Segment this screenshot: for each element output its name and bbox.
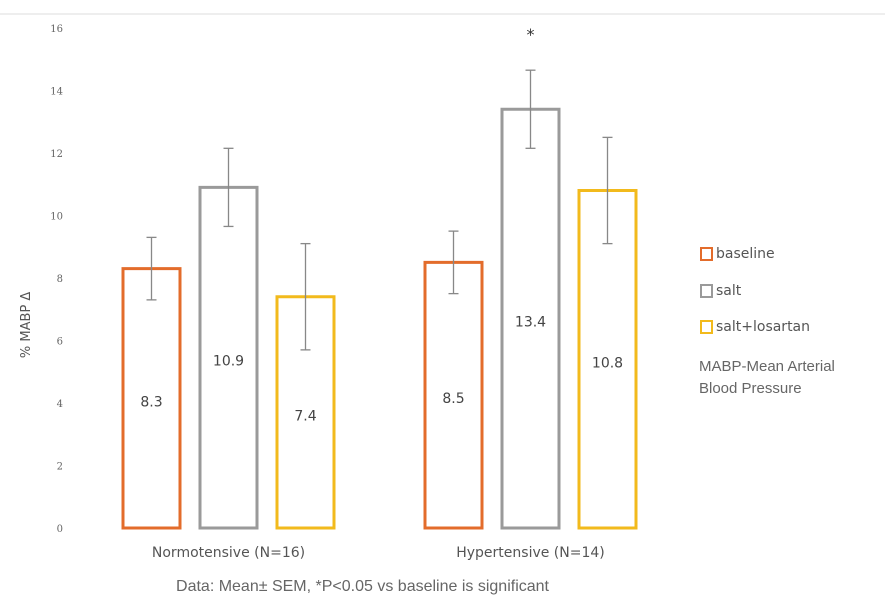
- legend-item-salt: salt: [700, 282, 810, 300]
- data-label: 10.9: [213, 354, 244, 370]
- bar-baseline: [121, 267, 182, 530]
- x-category-label: Normotensive (N=16): [152, 545, 305, 561]
- y-tick-label: 4: [57, 399, 63, 410]
- data-label: 8.5: [442, 391, 464, 407]
- note-line-1: MABP-Mean Arterial: [699, 358, 835, 375]
- bars: 8.3 8.5 10.9 13.4 7.4 10.8 *: [121, 25, 638, 530]
- data-label: 10.8: [592, 355, 623, 371]
- legend-swatch-salt-losartan: [700, 320, 713, 334]
- legend-label-baseline: baseline: [716, 246, 775, 262]
- y-tick-label: 6: [57, 337, 63, 348]
- x-axis-labels: Normotensive (N=16) Hypertensive (N=14): [152, 545, 605, 561]
- legend: baseline salt salt+losartan: [700, 245, 810, 355]
- x-category-label: Hypertensive (N=14): [456, 545, 605, 561]
- legend-label-salt-losartan: salt+losartan: [716, 319, 811, 335]
- bar-salt-losartan: [577, 189, 638, 530]
- data-label: 13.4: [515, 315, 546, 331]
- legend-swatch-salt: [700, 284, 713, 298]
- y-tick-label: 8: [57, 274, 63, 285]
- bar-baseline: [423, 260, 484, 530]
- y-axis-ticks: 0 2 4 6 8 10 12 14 16: [50, 24, 63, 535]
- note-line-2: Blood Pressure: [699, 380, 802, 397]
- y-tick-label: 10: [50, 212, 63, 223]
- y-tick-label: 14: [50, 87, 63, 98]
- data-label: 8.3: [140, 394, 162, 410]
- legend-item-salt-losartan: salt+losartan: [700, 318, 810, 336]
- y-tick-label: 12: [50, 149, 63, 160]
- data-label: 7.4: [294, 408, 316, 424]
- y-tick-label: 16: [50, 24, 63, 35]
- y-axis-label: % MABP Δ: [19, 292, 34, 358]
- significance-marker: *: [527, 25, 535, 44]
- legend-label-salt: salt: [716, 283, 742, 299]
- bar-salt: [198, 185, 259, 530]
- abbreviation-note: MABP-Mean Arterial Blood Pressure: [699, 356, 835, 400]
- legend-item-baseline: baseline: [700, 245, 810, 263]
- y-tick-label: 0: [57, 524, 63, 535]
- footer-caption: Data: Mean± SEM, *P<0.05 vs baseline is …: [176, 578, 549, 595]
- y-tick-label: 2: [57, 462, 63, 473]
- legend-swatch-baseline: [700, 247, 713, 261]
